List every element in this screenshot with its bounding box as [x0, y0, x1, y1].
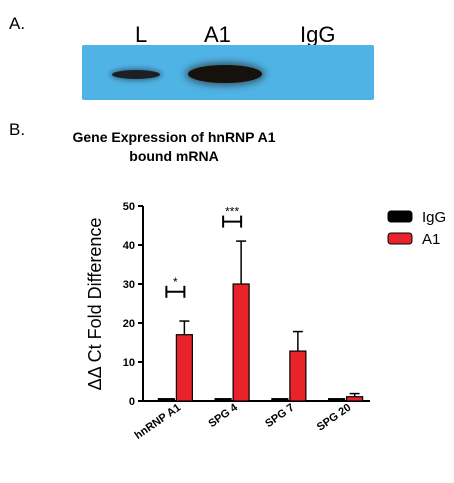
bar-a1 — [175, 334, 193, 402]
chart-title-line: Gene Expression of hnRNP A1 — [72, 129, 275, 145]
panel-a-label: A. — [9, 14, 26, 33]
legend-label: A1 — [422, 231, 440, 248]
x-tick-label: SPG 20 — [315, 402, 353, 434]
bar-igg — [328, 398, 346, 402]
y-tick-label: 40 — [123, 240, 135, 252]
bar-igg — [214, 398, 232, 402]
y-tick-label: 0 — [129, 396, 135, 408]
x-tick-label: hnRNP A1 — [133, 402, 183, 442]
blot-band-l — [112, 70, 160, 79]
chart-title-line: bound mRNA — [129, 148, 218, 164]
blot-band-a1 — [188, 65, 262, 83]
legend-label: IgG — [422, 209, 446, 226]
y-tick-label: 30 — [123, 279, 135, 291]
panel-b-label: B. — [9, 120, 26, 139]
bar-a1 — [232, 283, 250, 402]
y-axis-label: ΔΔ Ct Fold Difference — [85, 218, 105, 391]
y-tick-label: 50 — [123, 201, 135, 213]
x-tick-label: SPG 4 — [206, 401, 240, 430]
bar-a1 — [346, 396, 364, 402]
y-tick-label: 10 — [123, 357, 135, 369]
bar-igg — [157, 398, 175, 402]
lane-label-l: L — [135, 22, 148, 47]
lane-label-a1: A1 — [204, 22, 231, 47]
legend-swatch-igg — [387, 210, 413, 223]
x-tick-label: SPG 7 — [263, 402, 296, 430]
bar-igg — [271, 398, 289, 402]
western-blot-image — [82, 45, 374, 100]
significance-label: * — [173, 275, 178, 289]
significance-label: *** — [225, 205, 239, 219]
legend-swatch-a1 — [387, 232, 413, 245]
bar-a1 — [289, 350, 307, 402]
lane-label-igg: IgG — [300, 22, 336, 47]
y-tick-label: 20 — [123, 318, 135, 330]
